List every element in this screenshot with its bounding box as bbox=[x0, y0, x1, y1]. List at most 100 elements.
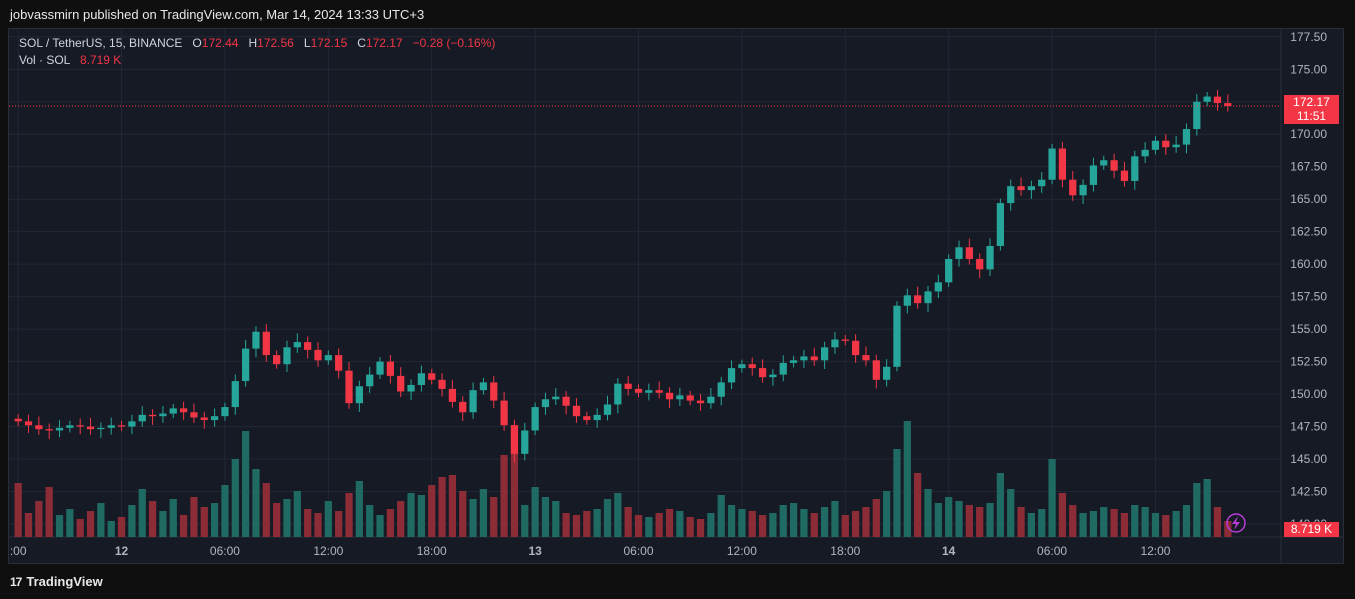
volume-bar bbox=[500, 455, 508, 537]
candle-body bbox=[107, 425, 115, 428]
candle-body bbox=[366, 374, 374, 387]
volume-bar bbox=[583, 511, 591, 537]
volume-bar bbox=[1141, 507, 1149, 537]
candle-body bbox=[1027, 186, 1036, 191]
candle-body bbox=[1058, 148, 1067, 180]
last-price-tag: 172.17 11:51 bbox=[1284, 95, 1339, 124]
volume-bar bbox=[1131, 505, 1139, 537]
candle-body bbox=[769, 374, 777, 378]
volume-bar bbox=[676, 511, 684, 537]
volume-bar bbox=[1048, 459, 1056, 537]
volume-bar bbox=[1027, 513, 1036, 537]
candle-body bbox=[1151, 140, 1160, 150]
candle-body bbox=[376, 361, 384, 375]
chart-panel[interactable]: 177.50175.00172.50170.00167.50165.00162.… bbox=[8, 28, 1344, 564]
candle-body bbox=[696, 400, 705, 404]
bar-countdown: 11:51 bbox=[1296, 109, 1327, 123]
candle-body bbox=[1213, 96, 1222, 104]
y-tick-label: 145.00 bbox=[1290, 452, 1327, 466]
volume-bar bbox=[148, 501, 157, 537]
x-tick-label: 12 bbox=[115, 544, 129, 558]
volume-bar bbox=[841, 515, 849, 537]
candle-body bbox=[789, 360, 798, 363]
volume-bar bbox=[490, 497, 498, 537]
publish-info: jobvassmirn published on TradingView.com… bbox=[10, 7, 425, 22]
candle-body bbox=[924, 291, 932, 304]
candle-body bbox=[117, 425, 126, 427]
volume-bar bbox=[1017, 507, 1025, 537]
candle-body bbox=[841, 339, 849, 341]
candle-body bbox=[169, 408, 177, 414]
candle-body bbox=[852, 340, 860, 356]
volume-bar bbox=[1213, 507, 1222, 537]
candle-body bbox=[314, 349, 322, 361]
candle-body bbox=[293, 342, 301, 348]
volume-bar bbox=[758, 515, 767, 537]
volume-bar bbox=[345, 493, 353, 537]
volume-bar bbox=[965, 505, 973, 537]
y-tick-label: 177.50 bbox=[1290, 30, 1327, 44]
volume-bar bbox=[1100, 507, 1108, 537]
volume-bar bbox=[1110, 509, 1118, 537]
candle-body bbox=[510, 425, 519, 454]
volume-bar bbox=[872, 499, 880, 537]
volume-bar bbox=[727, 505, 736, 537]
candle-body bbox=[66, 425, 74, 428]
volume-bar bbox=[924, 489, 932, 537]
volume-value: 8.719 K bbox=[79, 53, 122, 67]
volume-bar bbox=[55, 515, 64, 537]
volume-bar bbox=[934, 503, 942, 537]
tradingview-logo-icon[interactable]: 17 bbox=[10, 574, 22, 589]
volume-bar bbox=[1079, 513, 1087, 537]
candle-body bbox=[221, 407, 229, 417]
lightning-icon[interactable] bbox=[1226, 513, 1246, 533]
change-value: −0.28 (−0.16%) bbox=[412, 36, 496, 50]
candle-body bbox=[1048, 148, 1056, 180]
candle-body bbox=[686, 395, 694, 401]
candlestick-chart[interactable]: 177.50175.00172.50170.00167.50165.00162.… bbox=[9, 29, 1343, 563]
last-price: 172.17 bbox=[1293, 95, 1330, 109]
volume-bar bbox=[200, 507, 208, 537]
candle-body bbox=[417, 373, 426, 385]
y-tick-label: 165.00 bbox=[1290, 192, 1327, 206]
volume-bar bbox=[1038, 509, 1046, 537]
candle-body bbox=[252, 331, 260, 349]
volume-bar bbox=[748, 511, 756, 537]
low-label: L bbox=[303, 36, 311, 50]
volume-bar bbox=[1069, 505, 1077, 537]
volume-label[interactable]: Vol · SOL bbox=[19, 53, 70, 67]
low-value: 172.15 bbox=[310, 36, 348, 50]
candle-body bbox=[1017, 186, 1025, 191]
volume-bar bbox=[717, 495, 725, 537]
candle-body bbox=[552, 396, 560, 400]
candle-body bbox=[634, 388, 643, 393]
candle-body bbox=[1203, 96, 1211, 102]
volume-bar bbox=[883, 491, 891, 537]
candle-body bbox=[572, 405, 581, 417]
volume-bar bbox=[407, 493, 415, 537]
symbol-label[interactable]: SOL / TetherUS, 15, BINANCE bbox=[19, 36, 183, 50]
volume-bar bbox=[1162, 515, 1170, 537]
volume-bar bbox=[603, 499, 612, 537]
volume-bar bbox=[1089, 511, 1098, 537]
candle-body bbox=[521, 430, 529, 454]
volume-bar bbox=[593, 509, 601, 537]
candle-body bbox=[86, 426, 95, 430]
candle-body bbox=[1100, 160, 1108, 166]
candle-body bbox=[490, 382, 498, 401]
volume-bar bbox=[469, 499, 477, 537]
candle-body bbox=[1162, 140, 1170, 148]
footer-brand[interactable]: TradingView bbox=[26, 574, 103, 589]
candle-body bbox=[242, 348, 250, 382]
high-label: H bbox=[248, 36, 258, 50]
candle-body bbox=[883, 366, 891, 380]
candle-body bbox=[665, 392, 674, 400]
volume-bar bbox=[634, 515, 643, 537]
x-tick-label: :00 bbox=[10, 544, 27, 558]
volume-bar bbox=[955, 501, 963, 537]
candle-body bbox=[996, 203, 1004, 246]
volume-bar bbox=[459, 491, 467, 537]
volume-bar bbox=[1172, 511, 1180, 537]
volume-bar bbox=[945, 497, 953, 537]
candle-body bbox=[386, 361, 394, 376]
